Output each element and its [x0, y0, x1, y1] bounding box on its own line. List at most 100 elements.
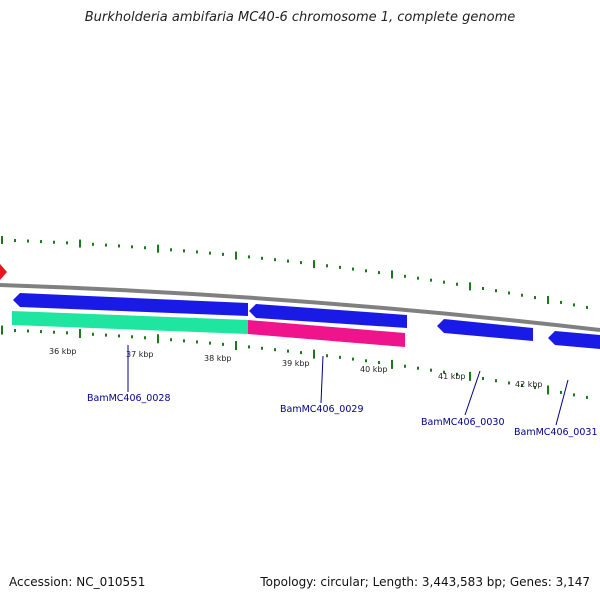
major-tick [391, 359, 393, 369]
minor-tick [40, 330, 42, 334]
major-tick [469, 371, 471, 381]
minor-tick [339, 355, 341, 359]
minor-tick [118, 244, 120, 248]
minor-tick [14, 329, 16, 333]
minor-tick [430, 368, 432, 372]
minor-tick [92, 242, 94, 246]
minor-tick [14, 239, 16, 243]
minor-tick [105, 333, 107, 337]
minor-tick [443, 370, 445, 374]
map-title: Burkholderia ambifaria MC40-6 chromosome… [84, 10, 516, 25]
minor-tick [586, 305, 588, 309]
cds-bammc406-0028[interactable] [13, 293, 248, 316]
minor-tick [66, 241, 68, 245]
minor-tick [365, 359, 367, 363]
leader-line [555, 379, 569, 426]
minor-tick [53, 330, 55, 334]
minor-tick [92, 332, 94, 336]
minor-tick [508, 291, 510, 295]
minor-tick [53, 240, 55, 244]
minor-tick [352, 357, 354, 361]
major-tick [1, 236, 3, 245]
origin-marker [0, 264, 7, 280]
minor-tick [495, 379, 497, 383]
major-tick [313, 260, 315, 269]
major-tick [235, 341, 237, 351]
minor-tick [443, 280, 445, 284]
minor-tick [508, 381, 510, 385]
minor-tick [131, 335, 133, 339]
major-tick [79, 239, 81, 248]
scale-label: 36 kbp [49, 347, 77, 356]
major-tick [313, 349, 315, 359]
minor-tick [66, 331, 68, 335]
minor-tick [560, 390, 562, 394]
minor-tick [495, 289, 497, 293]
minor-tick [144, 336, 146, 340]
minor-tick [430, 278, 432, 282]
major-tick [391, 270, 393, 279]
minor-tick [534, 386, 536, 390]
minor-tick [352, 267, 354, 271]
minor-tick [248, 345, 250, 349]
minor-tick [196, 250, 198, 254]
major-tick [235, 251, 237, 260]
minor-tick [274, 348, 276, 352]
chromosome-backbone [0, 283, 600, 332]
cds-bammc406-0031[interactable] [548, 331, 600, 349]
minor-tick [573, 393, 575, 397]
minor-tick [417, 276, 419, 280]
minor-tick [326, 264, 328, 268]
gene-label-bammc406-0030[interactable]: BamMC406_0030 [421, 417, 504, 428]
minor-tick [261, 256, 263, 260]
gene-label-bammc406-0028[interactable]: BamMC406_0028 [87, 393, 170, 404]
minor-tick [27, 329, 29, 333]
minor-tick [456, 282, 458, 286]
minor-tick [378, 271, 380, 275]
cds-track [13, 293, 600, 349]
minor-tick [196, 340, 198, 344]
minor-tick [560, 300, 562, 304]
minor-tick [521, 383, 523, 387]
scale-ticks [1, 325, 588, 399]
major-tick [79, 329, 81, 339]
minor-tick [170, 248, 172, 252]
gene-label-bammc406-0031[interactable]: BamMC406_0031 [514, 427, 597, 438]
major-tick [547, 295, 549, 304]
minor-tick [209, 341, 211, 345]
minor-tick [248, 255, 250, 259]
scale-label: 37 kbp [126, 350, 154, 359]
major-tick [157, 244, 159, 253]
minor-tick [287, 349, 289, 353]
gene-leaders [127, 345, 569, 426]
minor-tick [378, 361, 380, 365]
gene-label-bammc406-0029[interactable]: BamMC406_0029 [280, 404, 363, 415]
minor-tick [300, 261, 302, 265]
minor-tick [300, 351, 302, 355]
minor-tick [456, 372, 458, 376]
minor-tick [183, 249, 185, 253]
minor-tick [40, 240, 42, 244]
cds-bammc406-0029[interactable] [249, 304, 407, 328]
accession-text: Accession: NC_010551 [9, 575, 146, 589]
minor-tick [105, 243, 107, 247]
major-tick [1, 325, 3, 335]
gene-labels: BamMC406_0028 BamMC406_0029 BamMC406_003… [87, 393, 597, 438]
scale-label: 42 kbp [515, 380, 543, 389]
major-tick [157, 334, 159, 344]
minor-tick [482, 287, 484, 291]
minor-tick [339, 265, 341, 269]
minor-tick [261, 346, 263, 350]
outer-tick-ring [1, 236, 588, 309]
minor-tick [404, 364, 406, 368]
minor-tick [573, 303, 575, 307]
minor-tick [482, 377, 484, 381]
feature-pink[interactable] [248, 320, 405, 347]
scale-label: 40 kbp [360, 365, 388, 374]
minor-tick [222, 342, 224, 346]
minor-tick [183, 339, 185, 343]
scale-labels: 36 kbp 37 kbp 38 kbp 39 kbp 40 kbp 41 kb… [49, 347, 543, 389]
cds-bammc406-0030[interactable] [437, 319, 533, 341]
feature-green[interactable] [12, 311, 248, 334]
